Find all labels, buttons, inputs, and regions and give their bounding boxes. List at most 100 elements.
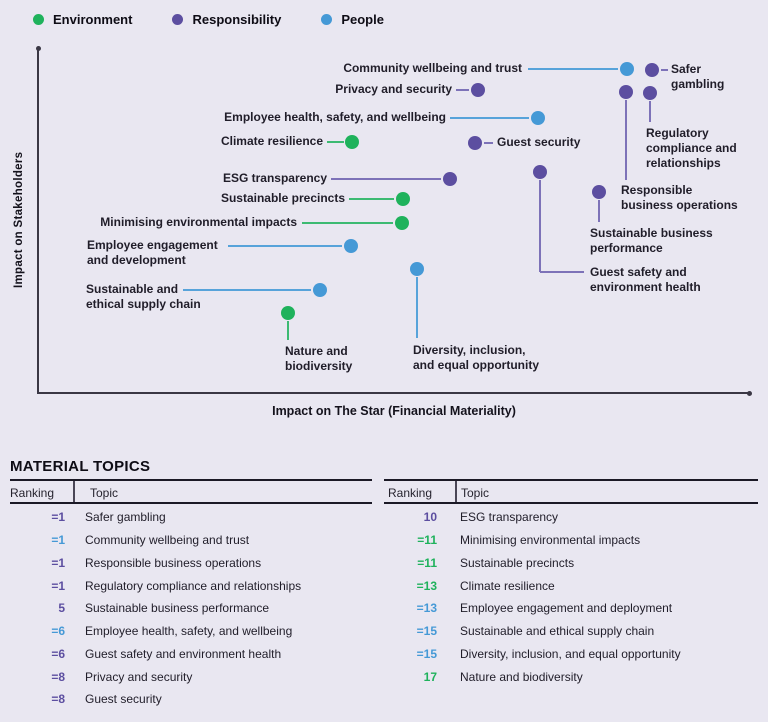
x-axis-label: Impact on The Star (Financial Materialit… <box>272 404 516 418</box>
point-label-privacy-and-security: Privacy and security <box>335 82 452 96</box>
table-row: 10 ESG transparency <box>384 506 764 529</box>
y-axis-label: Impact on Stakeholders <box>13 151 25 289</box>
point-label-guest-safety-and-environment-health: Guest safety and environment health <box>590 265 701 294</box>
point-employee-engagement-and-development <box>344 239 358 253</box>
point-esg-transparency <box>443 172 457 186</box>
table-row: =11 Minimising environmental impacts <box>384 529 764 552</box>
y-axis <box>37 48 39 394</box>
table-row: =1 Community wellbeing and trust <box>10 529 372 552</box>
table-row: 5 Sustainable business performance <box>10 597 372 620</box>
topic-cell: Guest safety and environment health <box>85 646 282 661</box>
table-row: =1 Safer gambling <box>10 506 372 529</box>
point-regulatory-compliance-and-relationships <box>643 86 657 100</box>
topic-cell: Responsible business operations <box>85 555 262 570</box>
topic-cell: Privacy and security <box>85 669 193 684</box>
ranking-cell: =1 <box>51 555 65 570</box>
legend-item-environment: Environment <box>33 12 132 27</box>
point-minimising-environmental-impacts <box>395 216 409 230</box>
point-label-nature-and-biodiversity: Nature and biodiversity <box>285 344 353 373</box>
y-axis-arrow-icon <box>35 46 41 51</box>
table-row: =1 Regulatory compliance and relationship… <box>10 574 372 597</box>
connector-line-guest-safety-and-environment-health <box>539 180 541 272</box>
point-guest-security <box>468 136 482 150</box>
connector-line-community-wellbeing-and-trust <box>528 68 618 70</box>
table-rule-mid-right <box>384 502 758 504</box>
topic-cell: Minimising environmental impacts <box>460 533 641 548</box>
topic-cell: Diversity, inclusion, and equal opportun… <box>460 646 681 661</box>
point-label-regulatory-compliance-and-relationships: Regulatory compliance and relationships <box>646 126 737 170</box>
connector-line-responsible-business-operations <box>625 100 627 180</box>
ranking-cell: =15 <box>416 624 437 639</box>
table-row: =11 Sustainable precincts <box>384 552 764 575</box>
topic-cell: Sustainable precincts <box>460 555 575 570</box>
ranking-cell: =1 <box>51 578 65 593</box>
point-label-minimising-environmental-impacts: Minimising environmental impacts <box>100 215 297 229</box>
point-diversity-inclusion-and-equal-opportunity <box>410 262 424 276</box>
table-row: =1 Responsible business operations <box>10 552 372 575</box>
ranking-cell: =6 <box>51 624 65 639</box>
ranking-cell: =13 <box>416 601 437 616</box>
connector-line-regulatory-compliance-and-relationships <box>649 101 651 122</box>
topic-cell: Safer gambling <box>85 510 166 525</box>
point-label-responsible-business-operations: Responsible business operations <box>621 183 738 212</box>
topic-cell: Sustainable and ethical supply chain <box>460 624 655 639</box>
point-label-employee-engagement-and-development: Employee engagement and development <box>87 238 218 267</box>
topic-cell: Guest security <box>85 692 162 707</box>
point-nature-and-biodiversity <box>281 306 295 320</box>
legend-item-responsibility: Responsibility <box>172 12 281 27</box>
point-responsible-business-operations <box>619 85 633 99</box>
topic-cell: ESG transparency <box>460 510 559 525</box>
legend-label: Environment <box>53 12 133 27</box>
connector-line-employee-engagement-and-development <box>228 245 342 247</box>
column-header-ranking-left: Ranking <box>10 486 55 500</box>
point-label-community-wellbeing-and-trust: Community wellbeing and trust <box>343 61 522 75</box>
ranking-cell: =8 <box>51 692 65 707</box>
point-employee-health-safety-and-wellbeing <box>531 111 545 125</box>
topic-cell: Employee health, safety, and wellbeing <box>85 624 293 639</box>
table-rule-top-left <box>10 479 372 481</box>
table-row: =13 Climate resilience <box>384 574 764 597</box>
ranking-cell: =1 <box>51 510 65 525</box>
table-rows-right: 10 ESG transparency =11 Minimising environm… <box>384 506 764 688</box>
topic-cell: Nature and biodiversity <box>460 669 583 684</box>
ranking-cell: =6 <box>51 646 65 661</box>
x-axis <box>37 392 751 394</box>
table-row: =8 Privacy and security <box>10 665 372 688</box>
topic-cell: Community wellbeing and trust <box>85 533 250 548</box>
topic-cell: Regulatory compliance and relationships <box>85 578 302 593</box>
column-header-topic-right: Topic <box>461 486 490 500</box>
table-row: =13 Employee engagement and deployment <box>384 597 764 620</box>
topic-cell: Sustainable business performance <box>85 601 270 616</box>
responsibility-legend-dot-icon <box>172 14 184 25</box>
point-sustainable-precincts <box>396 192 410 206</box>
ranking-cell: 10 <box>423 510 437 525</box>
connector-line-privacy-and-security <box>456 89 469 91</box>
table-title: MATERIAL TOPICS <box>10 458 151 475</box>
table-row: =6 Guest safety and environment health <box>10 643 372 666</box>
table-row: =15 Diversity, inclusion, and equal oppor… <box>384 643 764 666</box>
column-header-ranking-right: Ranking <box>388 486 433 500</box>
people-legend-dot-icon <box>321 14 333 25</box>
table-row: =15 Sustainable and ethical supply chain <box>384 620 764 643</box>
connector-line-guest-safety-and-environment-health <box>540 271 584 273</box>
connector-line-employee-health-safety-and-wellbeing <box>450 117 529 119</box>
ranking-cell: =15 <box>416 646 437 661</box>
point-label-diversity-inclusion-and-equal-opportunity: Diversity, inclusion, and equal opportun… <box>413 343 539 372</box>
legend: Environment Responsibility People <box>33 12 384 27</box>
environment-legend-dot-icon <box>33 14 44 25</box>
connector-line-sustainable-and-ethical-supply-chain <box>183 289 311 291</box>
table-rows-left: =1 Safer gambling =1 Community wellbeing an… <box>10 506 372 711</box>
connector-line-climate-resilience <box>327 141 344 143</box>
ranking-cell: =11 <box>417 533 437 548</box>
connector-line-esg-transparency <box>331 178 441 180</box>
ranking-cell: =13 <box>416 578 437 593</box>
ranking-cell: =8 <box>51 669 65 684</box>
point-community-wellbeing-and-trust <box>620 62 634 76</box>
connector-line-safer-gambling <box>661 69 668 71</box>
table-row: =6 Employee health, safety, and wellbeing <box>10 620 372 643</box>
connector-line-sustainable-business-performance <box>598 200 600 222</box>
point-label-sustainable-business-performance: Sustainable business performance <box>590 226 713 255</box>
point-label-sustainable-precincts: Sustainable precincts <box>220 191 345 205</box>
ranking-cell: 5 <box>58 601 65 616</box>
